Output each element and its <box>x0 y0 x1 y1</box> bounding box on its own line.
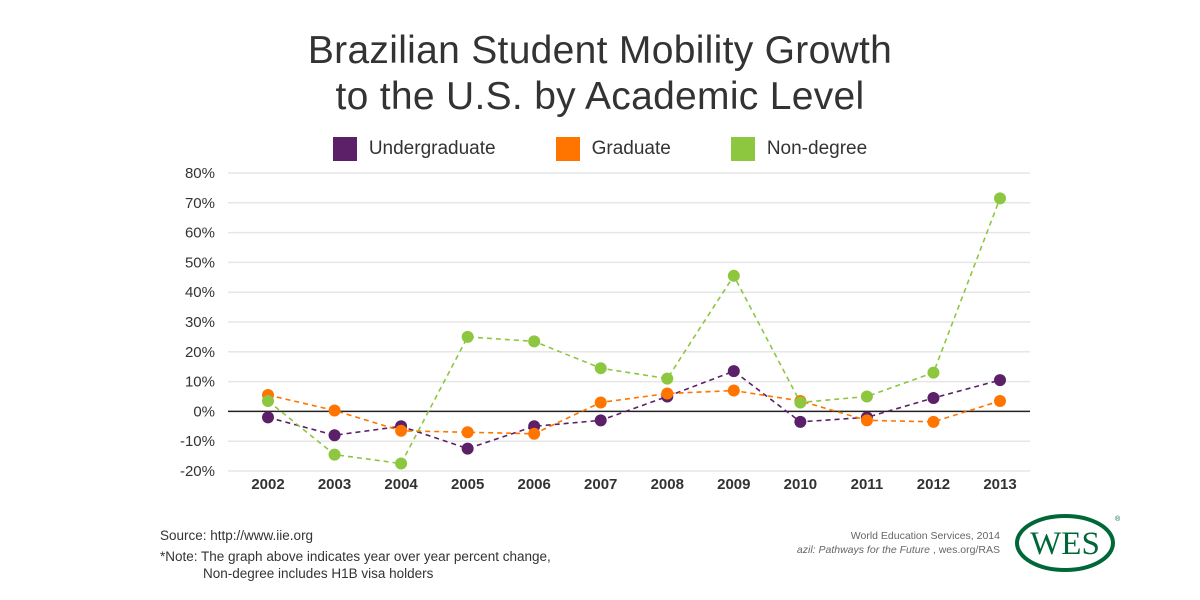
y-tick-label: 60% <box>185 225 215 242</box>
x-tick-label: 2004 <box>384 476 418 493</box>
y-tick-label: 30% <box>185 314 215 331</box>
legend-item-graduate: Graduate <box>555 137 671 161</box>
data-point-graduate <box>927 415 940 428</box>
credit-url: , wes.org/RAS <box>929 544 1000 556</box>
x-tick-label: 2011 <box>851 476 884 493</box>
x-tick-label: 2007 <box>584 476 617 493</box>
note-line-2: Non-degree includes H1B visa holders <box>203 566 434 581</box>
wes-logo-ellipse <box>1015 514 1115 572</box>
x-tick-label: 2002 <box>251 476 284 493</box>
series-line-non-degree <box>267 198 1001 465</box>
y-tick-label: 70% <box>185 195 215 212</box>
y-tick-label: -10% <box>180 433 215 450</box>
y-tick-label: 40% <box>185 284 215 301</box>
legend-swatch-non-degree <box>730 137 755 161</box>
data-point-graduate <box>594 396 607 409</box>
data-point-undergraduate <box>262 411 274 424</box>
y-tick-label: 20% <box>185 344 215 361</box>
legend-swatch-undergraduate <box>332 137 357 161</box>
y-tick-label: 80% <box>185 165 215 182</box>
legend-item-non-degree: Non-degree <box>730 137 868 161</box>
source-text: Source: http://www.iie.org <box>160 528 314 543</box>
data-point-graduate <box>994 394 1006 407</box>
x-tick-label: 2012 <box>917 476 950 493</box>
data-point-undergraduate <box>927 391 940 404</box>
data-point-undergraduate <box>727 365 740 378</box>
y-tick-label: -20% <box>180 463 215 480</box>
data-point-undergraduate <box>594 414 607 427</box>
chart-title-line-1: Brazilian Student Mobility Growth <box>307 29 893 72</box>
legend-label-undergraduate: Undergraduate <box>368 138 496 159</box>
credit-line-2: azil: Pathways for the Future , wes.org/… <box>797 543 1000 557</box>
data-point-non-degree <box>994 192 1006 205</box>
data-point-non-degree <box>395 457 408 470</box>
legend-label-graduate: Graduate <box>591 138 671 159</box>
data-point-graduate <box>395 424 408 437</box>
legend-label-non-degree: Non-degree <box>766 138 868 159</box>
data-point-graduate <box>727 384 740 397</box>
y-tick-label: 50% <box>185 254 215 271</box>
x-tick-label: 2013 <box>983 476 1016 493</box>
data-point-undergraduate <box>328 429 341 442</box>
data-point-undergraduate <box>994 374 1006 387</box>
data-point-non-degree <box>328 448 341 461</box>
data-point-graduate <box>860 414 873 427</box>
data-point-graduate <box>328 404 341 417</box>
x-tick-label: 2009 <box>717 476 750 493</box>
data-point-graduate <box>461 426 474 439</box>
data-point-non-degree <box>594 362 607 375</box>
legend: Undergraduate Graduate Non-degree <box>0 137 1200 161</box>
data-point-non-degree <box>727 269 740 282</box>
data-point-undergraduate <box>461 442 474 455</box>
x-tick-label: 2006 <box>517 476 550 493</box>
note-text: *Note: The graph above indicates year ov… <box>160 548 551 582</box>
wes-logo: WES ® <box>1015 514 1121 572</box>
legend-item-undergraduate: Undergraduate <box>332 137 496 161</box>
x-tick-label: 2005 <box>451 476 484 493</box>
credit-publication: azil: Pathways for the Future <box>796 544 930 556</box>
x-tick-label: 2003 <box>318 476 351 493</box>
chart-title: Brazilian Student Mobility Growth to the… <box>0 28 1200 120</box>
data-point-undergraduate <box>794 415 807 428</box>
series-line-undergraduate <box>267 370 1001 450</box>
note-line-1: *Note: The graph above indicates year ov… <box>160 549 551 564</box>
y-tick-label: 10% <box>185 374 215 391</box>
data-point-non-degree <box>794 396 807 409</box>
wes-logo-text: WES <box>1030 526 1100 562</box>
registered-mark-icon: ® <box>1115 515 1121 523</box>
data-point-non-degree <box>927 366 940 379</box>
y-tick-label: 0% <box>193 403 215 420</box>
data-point-non-degree <box>262 394 274 407</box>
credit-text: World Education Services, 2014 azil: Pat… <box>797 529 1000 557</box>
legend-swatch-graduate <box>555 137 580 161</box>
data-point-non-degree <box>860 390 873 403</box>
data-point-graduate <box>661 387 674 400</box>
credit-line-1: World Education Services, 2014 <box>850 530 1000 542</box>
x-tick-label: 2010 <box>784 476 817 493</box>
series-line-graduate <box>267 389 1001 435</box>
data-point-graduate <box>528 427 541 440</box>
data-point-non-degree <box>461 330 474 343</box>
data-point-non-degree <box>528 335 541 348</box>
chart-title-line-2: to the U.S. by Academic Level <box>335 75 865 118</box>
x-tick-label: 2008 <box>651 476 684 493</box>
data-point-non-degree <box>661 372 674 385</box>
